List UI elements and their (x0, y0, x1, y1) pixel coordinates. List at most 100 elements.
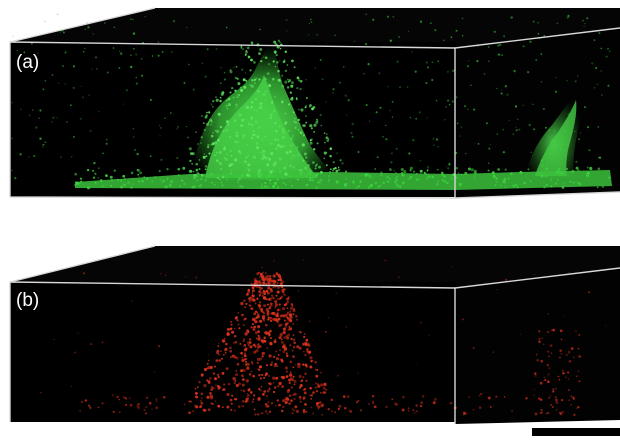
red-speckle (137, 403, 140, 406)
green-speckle (271, 168, 275, 172)
green-speckle (220, 167, 223, 170)
red-speckle (285, 370, 288, 373)
red-speckle (327, 407, 330, 411)
green-speckle (285, 18, 288, 21)
red-speckle (292, 313, 295, 316)
red-speckle (297, 290, 300, 292)
red-speckle (546, 363, 550, 367)
green-speckle (222, 135, 225, 138)
green-speckle (265, 157, 268, 160)
green-speckle (431, 79, 434, 81)
green-speckle (130, 65, 133, 69)
red-speckle (216, 373, 220, 376)
green-speckle (319, 59, 322, 61)
red-speckle (288, 378, 292, 382)
green-speckle (96, 68, 98, 70)
red-speckle (290, 378, 294, 382)
red-speckle (250, 307, 254, 311)
green-speckle (309, 141, 313, 145)
green-speckle (543, 108, 546, 110)
red-speckle (247, 291, 250, 294)
red-speckle (280, 358, 283, 362)
green-speckle (554, 90, 558, 93)
red-speckle (554, 396, 557, 398)
green-speckle (243, 85, 247, 89)
red-speckle (291, 412, 294, 415)
green-speckle (339, 159, 342, 162)
green-speckle (302, 134, 305, 137)
red-speckle (294, 363, 297, 366)
green-speckle (517, 118, 519, 120)
red-speckle (547, 412, 550, 415)
green-speckle (227, 97, 231, 101)
green-speckle (60, 156, 62, 158)
red-speckle (287, 311, 290, 314)
green-speckle (303, 152, 307, 156)
green-speckle (220, 67, 222, 69)
red-speckle (293, 392, 297, 396)
green-speckle (437, 146, 439, 148)
green-speckle (310, 127, 313, 130)
green-speckle (302, 159, 305, 162)
green-speckle (279, 139, 281, 142)
green-speckle (355, 186, 359, 189)
green-speckle (172, 20, 176, 23)
red-speckle (302, 397, 305, 400)
green-speckle (262, 56, 265, 58)
green-speckle (323, 132, 326, 135)
green-speckle (277, 144, 281, 148)
green-speckle (528, 123, 531, 127)
green-speckle (51, 74, 54, 76)
red-speckle (269, 319, 273, 323)
red-speckle (323, 382, 327, 386)
red-speckle (275, 272, 278, 275)
red-speckle (292, 355, 295, 358)
red-speckle (434, 397, 437, 401)
green-speckle (132, 127, 135, 130)
red-speckle (281, 375, 285, 380)
red-speckle (70, 385, 73, 388)
green-speckle (337, 166, 340, 169)
green-speckle (241, 68, 244, 71)
red-speckle (131, 300, 133, 302)
green-speckle (268, 175, 271, 178)
green-speckle (504, 85, 507, 88)
green-speckle (261, 176, 264, 179)
green-speckle (290, 84, 294, 88)
red-speckle (327, 316, 330, 319)
green-speckle (270, 101, 274, 104)
red-speckle (265, 372, 269, 376)
green-speckle (272, 163, 276, 167)
green-speckle (56, 13, 59, 16)
red-speckle (213, 387, 216, 390)
red-speckle (210, 386, 214, 390)
red-speckle (263, 336, 267, 340)
red-speckle (305, 379, 308, 382)
red-speckle (261, 412, 264, 415)
green-speckle (140, 57, 143, 60)
red-speckle (226, 332, 230, 336)
red-speckle (302, 259, 304, 261)
red-speckle (230, 408, 233, 412)
green-speckle (202, 122, 205, 124)
green-speckle (304, 106, 307, 109)
green-speckle (291, 150, 294, 153)
red-speckle (570, 404, 572, 406)
red-speckle (577, 370, 580, 372)
red-speckle (270, 363, 273, 366)
green-speckle (540, 80, 543, 83)
green-speckle (132, 32, 136, 35)
red-speckle (337, 375, 339, 377)
red-speckle (275, 350, 278, 353)
green-speckle (247, 116, 250, 119)
red-speckle (310, 406, 313, 409)
green-speckle (137, 173, 139, 176)
red-speckle (278, 308, 281, 311)
green-speckle (461, 35, 464, 37)
green-speckle (51, 121, 53, 123)
red-speckle (230, 323, 233, 326)
green-speckle (598, 156, 602, 159)
green-speckle (579, 132, 582, 134)
red-speckle (302, 410, 306, 414)
green-speckle (204, 75, 207, 78)
